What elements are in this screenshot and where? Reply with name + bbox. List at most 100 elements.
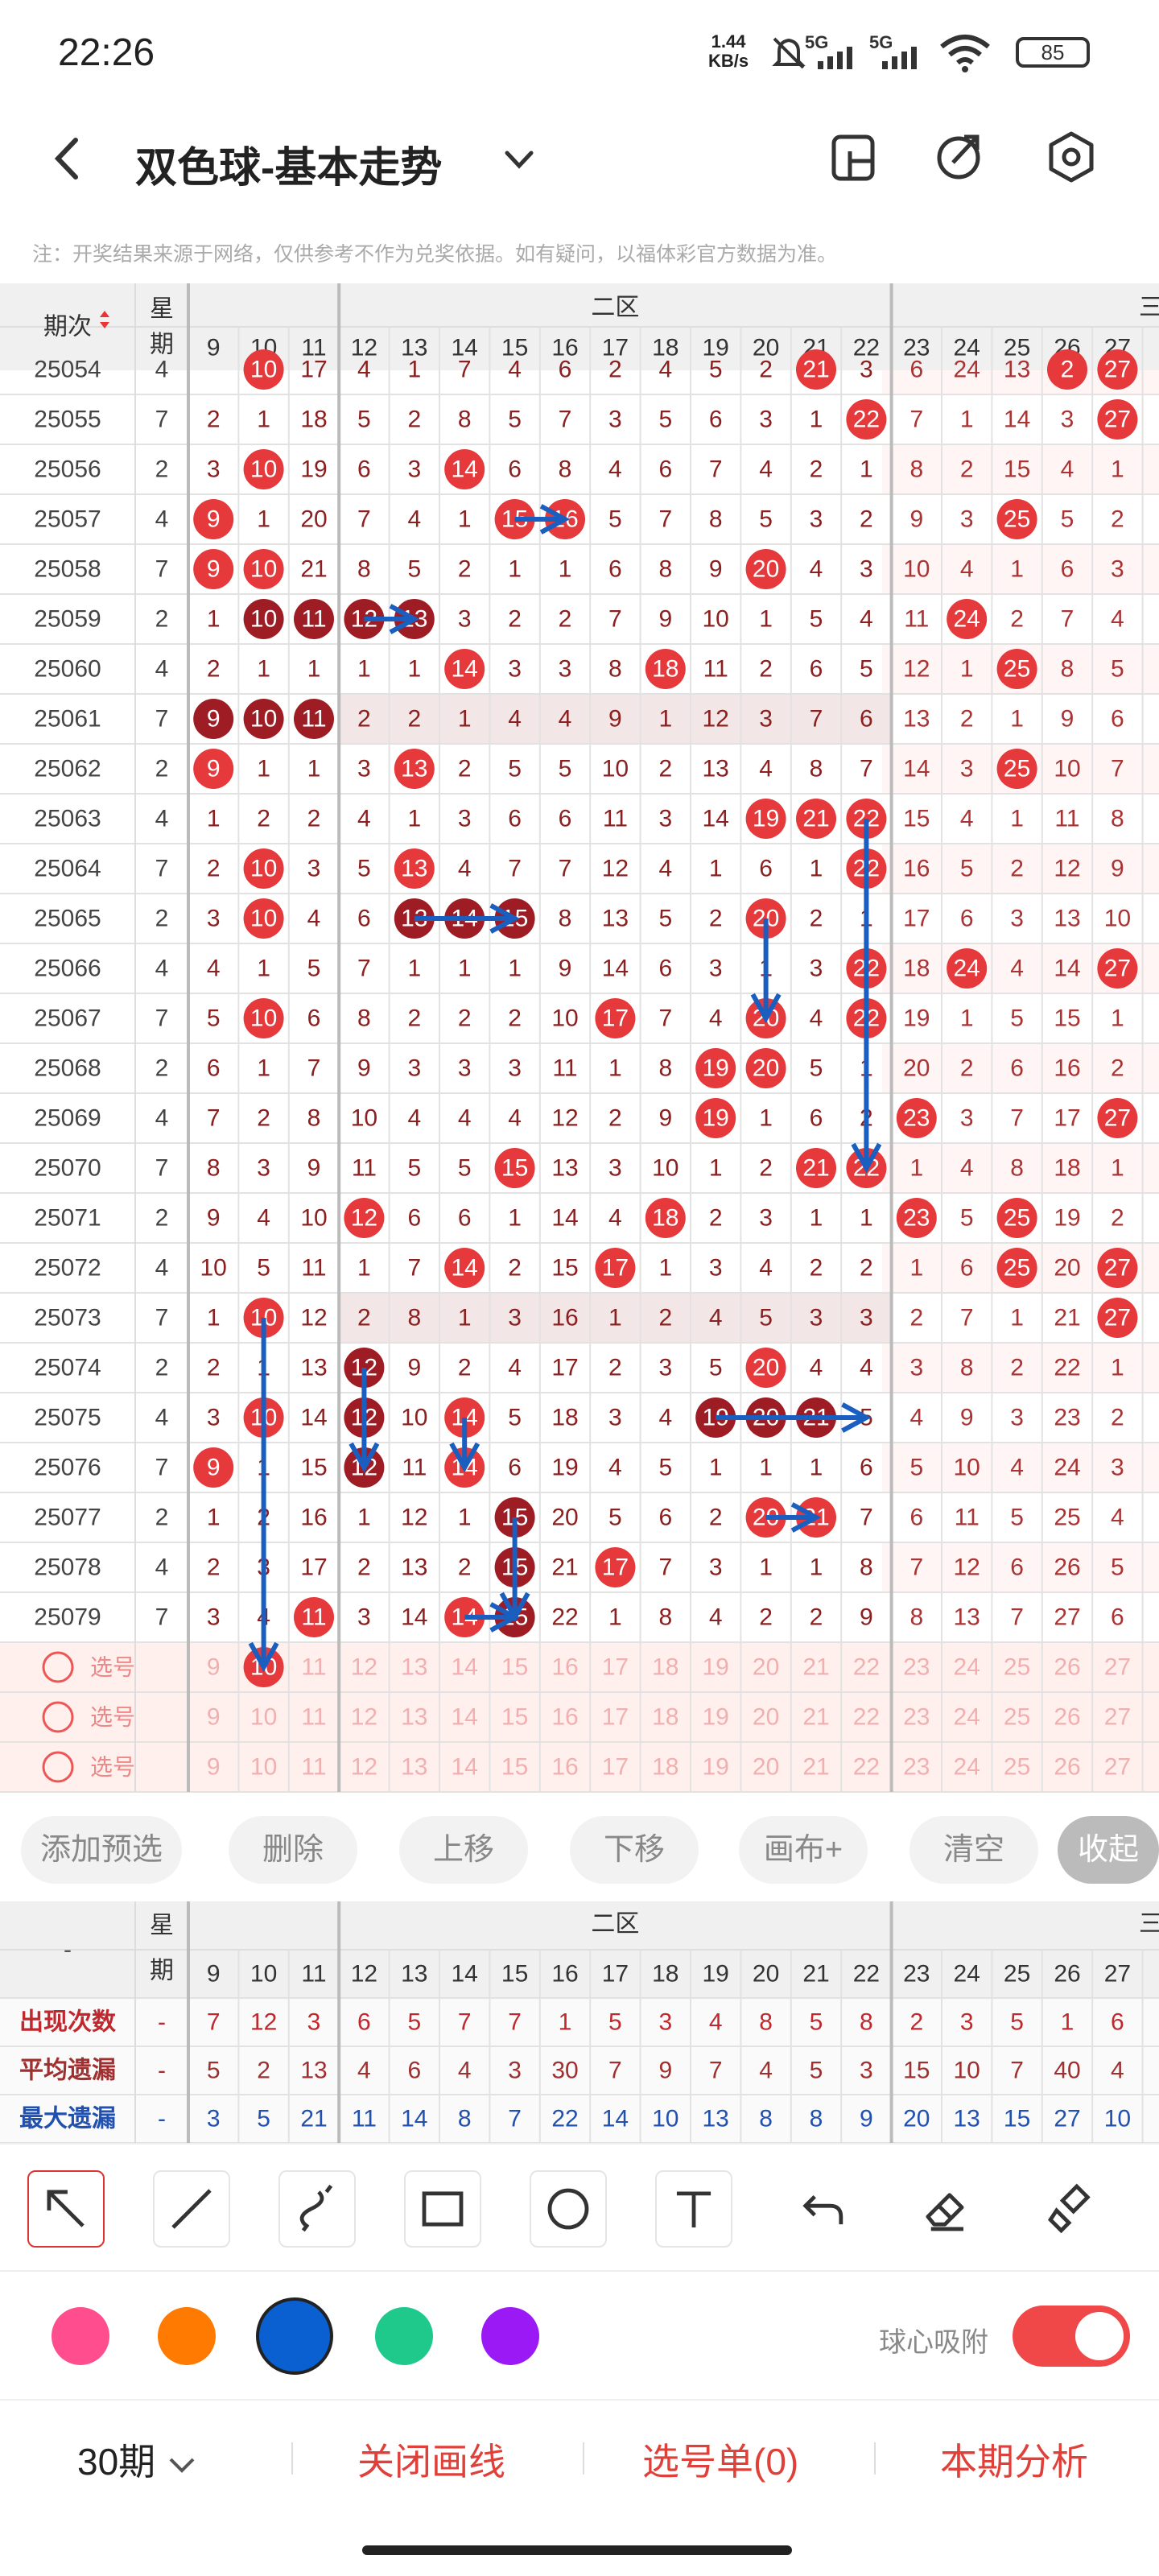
week-cell: 7 [155, 1604, 169, 1631]
miss-value: 8 [559, 456, 572, 483]
pick-number: 19 [703, 1754, 729, 1781]
curve-icon[interactable] [278, 2170, 356, 2248]
stats-value: 7 [508, 2009, 522, 2036]
move-up-button[interactable]: 上移 [399, 1816, 528, 1884]
miss-value: 12 [903, 656, 930, 683]
ball [1097, 948, 1138, 989]
column-header: 27 [1104, 1961, 1131, 1988]
ball-number: 14 [452, 1255, 478, 1282]
stats-row-label: 出现次数 [19, 2009, 117, 2036]
layout-icon[interactable] [826, 129, 882, 185]
pick-radio[interactable] [42, 1751, 74, 1783]
miss-value: 8 [810, 756, 823, 782]
pick-number: 26 [1054, 1754, 1080, 1781]
ball-number: 14 [452, 456, 478, 483]
clear-button[interactable]: 清空 [909, 1816, 1038, 1884]
pick-radio[interactable] [42, 1701, 74, 1733]
chevron-down-icon[interactable] [499, 143, 539, 175]
week-cell: 4 [155, 956, 169, 982]
miss-value: 3 [1061, 407, 1074, 433]
pick-number: 13 [401, 1654, 427, 1681]
pick-list-button[interactable]: 选号单(0) [642, 2441, 799, 2483]
period-cell: 25062 [34, 756, 101, 782]
miss-value: 6 [1111, 1604, 1124, 1631]
zone3-bg [882, 1143, 1159, 1193]
miss-value: 3 [960, 506, 974, 533]
page-title[interactable]: 双色球-基本走势 [135, 145, 443, 192]
miss-value: 19 [1054, 1205, 1080, 1232]
collapse-button[interactable]: 收起 [1058, 1816, 1159, 1884]
miss-value: 4 [1111, 606, 1124, 633]
miss-value: 9 [407, 1355, 421, 1381]
period-cell: 25056 [34, 456, 101, 483]
color-swatch-green[interactable] [375, 2307, 433, 2365]
miss-value: 3 [207, 1604, 221, 1631]
ball-number: 23 [903, 1105, 930, 1132]
miss-value: 4 [508, 706, 522, 733]
week-header: 星 [150, 1913, 174, 1939]
eraser-icon[interactable] [906, 2170, 984, 2248]
color-swatch-orange[interactable] [158, 2307, 216, 2365]
period-analysis-button[interactable]: 本期分析 [940, 2441, 1088, 2483]
miss-value: 18 [903, 956, 930, 982]
back-icon[interactable] [40, 130, 97, 187]
period-cell: 25071 [34, 1205, 101, 1232]
pick-radio[interactable] [42, 1651, 74, 1683]
ball-number: 10 [250, 357, 277, 383]
miss-value: 8 [458, 407, 472, 433]
miss-value: 5 [357, 856, 371, 882]
stats-dash: - [158, 2058, 166, 2084]
canvas-plus-button[interactable]: 画布+ [739, 1816, 868, 1884]
delete-button[interactable]: 删除 [229, 1816, 357, 1884]
color-swatch-pink[interactable] [52, 2307, 109, 2365]
miss-value: 2 [407, 1005, 421, 1032]
miss-value: 2 [207, 1355, 221, 1381]
miss-value: 8 [960, 1355, 974, 1381]
sort-down-icon [100, 322, 109, 328]
stats-value: 10 [652, 2106, 678, 2132]
miss-value: 6 [658, 456, 672, 483]
ball [896, 1098, 937, 1138]
text-icon[interactable] [655, 2170, 732, 2248]
ball [947, 599, 988, 639]
ball-number: 13 [401, 856, 427, 882]
miss-value: 3 [508, 656, 522, 683]
miss-value: 6 [709, 407, 723, 433]
miss-value: 4 [709, 1305, 723, 1331]
miss-value: 2 [207, 656, 221, 683]
share-icon[interactable] [930, 129, 987, 185]
miss-value: 4 [608, 1205, 622, 1232]
add-preselect-button[interactable]: 添加预选 [21, 1816, 182, 1884]
column-header: 22 [853, 1961, 880, 1988]
week-cell: 2 [155, 1055, 169, 1082]
miss-value: 3 [357, 1604, 371, 1631]
miss-value: 2 [709, 1505, 723, 1531]
period-select[interactable]: 30期 [77, 2433, 198, 2486]
undo-icon[interactable] [781, 2170, 858, 2248]
miss-value: 3 [207, 456, 221, 483]
drawn-arrowhead [489, 903, 520, 934]
miss-value: 2 [407, 407, 421, 433]
settings-icon[interactable] [1043, 129, 1099, 185]
signal-icon: 5G [805, 32, 861, 69]
line-icon[interactable] [153, 2170, 230, 2248]
circle-icon[interactable] [530, 2170, 607, 2248]
stats-value: 7 [608, 2058, 622, 2084]
miss-value: 1 [810, 1205, 823, 1232]
stats-value: 11 [352, 2106, 377, 2132]
pick-number: 11 [301, 1654, 326, 1681]
rectangle-icon[interactable] [404, 2170, 481, 2248]
clear-icon[interactable] [1032, 2170, 1109, 2248]
snap-toggle[interactable] [1013, 2306, 1130, 2367]
trend-table[interactable]: 期次星期二区三 9 10 11 12 13 14 15 16 17 18 19 20 21 22 23 24 25… [0, 283, 1159, 1797]
ball [595, 1248, 636, 1288]
miss-value: 3 [860, 556, 873, 583]
color-swatch-blue-selected[interactable] [256, 2297, 333, 2375]
color-swatch-purple[interactable] [481, 2307, 539, 2365]
status-bar: 22:26 1.44 KB/s 5G 5G 85 [0, 0, 1159, 105]
arrow-icon[interactable] [27, 2170, 105, 2248]
move-down-button[interactable]: 下移 [570, 1816, 699, 1884]
miss-value: 13 [602, 906, 629, 932]
miss-value: 3 [508, 1055, 522, 1082]
close-lines-button[interactable]: 关闭画线 [357, 2441, 505, 2483]
